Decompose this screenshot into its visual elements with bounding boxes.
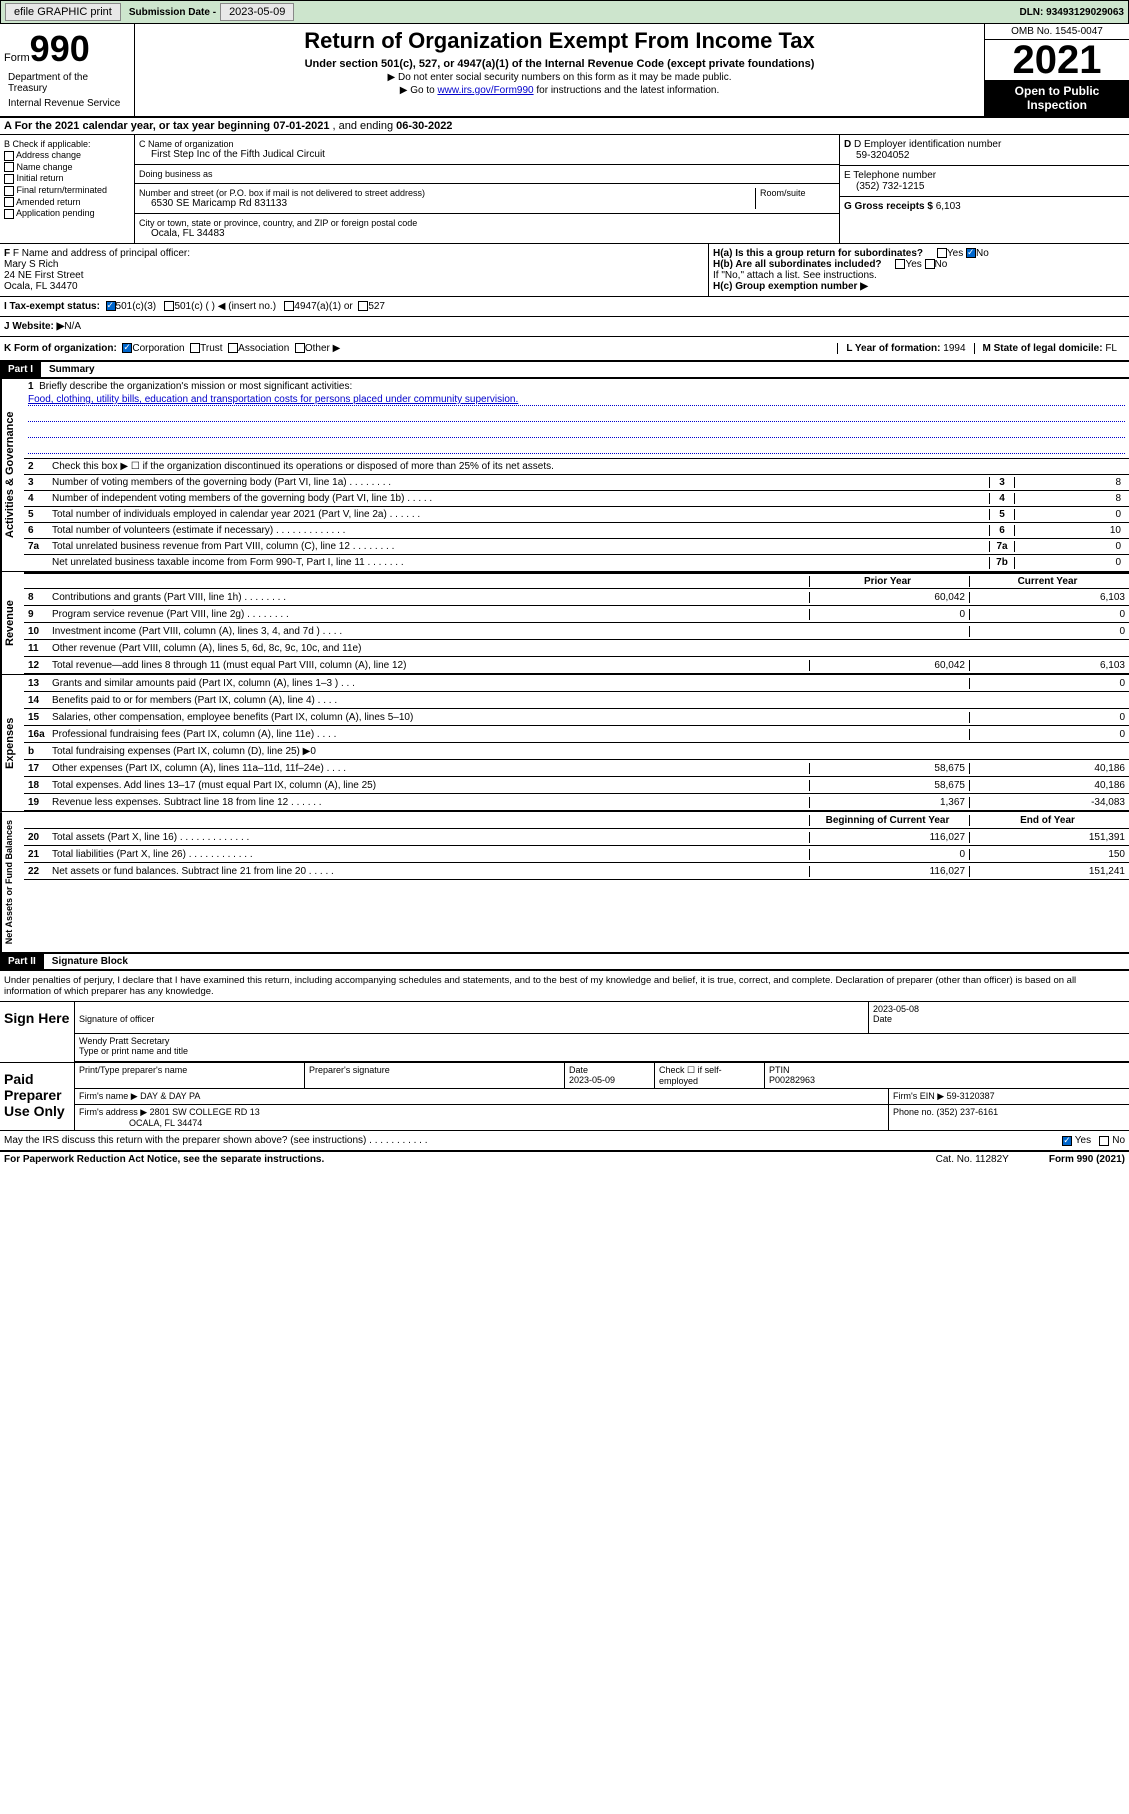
officer-name: Mary S Rich [4,259,704,270]
part1-title: Summary [41,362,103,377]
part1-header-row: Part I Summary [0,362,1129,379]
part1-badge: Part I [0,362,41,377]
firm-ein: 59-3120387 [947,1091,995,1101]
form-ref: Form 990 (2021) [1049,1154,1125,1165]
expense-row: 17Other expenses (Part IX, column (A), l… [24,760,1129,777]
perjury-declaration: Under penalties of perjury, I declare th… [0,971,1129,1002]
officer-addr1: 24 NE First Street [4,270,704,281]
open-public-badge: Open to Public Inspection [985,80,1129,116]
org-name-label: C Name of organization [139,139,835,149]
row-k-form-org: K Form of organization: Corporation Trus… [0,337,1129,362]
row-a-tax-year: A For the 2021 calendar year, or tax yea… [0,118,1129,135]
mission-text[interactable]: Food, clothing, utility bills, education… [28,394,518,405]
page-footer: For Paperwork Reduction Act Notice, see … [0,1152,1129,1167]
cat-number: Cat. No. 11282Y [936,1154,1009,1165]
form-title: Return of Organization Exempt From Incom… [139,28,980,54]
city-value: Ocala, FL 34483 [139,228,835,239]
tel-value: (352) 732-1215 [844,181,1125,192]
expense-row: 19Revenue less expenses. Subtract line 1… [24,794,1129,811]
paid-preparer-row: Paid Preparer Use Only Print/Type prepar… [0,1063,1129,1131]
expense-row: 18Total expenses. Add lines 13–17 (must … [24,777,1129,794]
addr-value: 6530 SE Maricamp Rd 831133 [139,198,755,209]
expense-row: 15Salaries, other compensation, employee… [24,709,1129,726]
part2-header-row: Part II Signature Block [0,954,1129,971]
paperwork-notice: For Paperwork Reduction Act Notice, see … [4,1154,324,1165]
ein-label: D D Employer identification number [844,139,1125,150]
netassets-label: Net Assets or Fund Balances [0,812,24,952]
row-i-exempt: I Tax-exempt status: 501(c)(3) 501(c) ( … [0,297,1129,317]
netassets-section: Net Assets or Fund Balances Beginning of… [0,812,1129,954]
form-header: Form990 Department of the Treasury Inter… [0,24,1129,118]
tax-year: 2021 [985,40,1129,80]
firm-addr1: 2801 SW COLLEGE RD 13 [150,1107,260,1117]
paid-preparer-label: Paid Preparer Use Only [0,1063,75,1130]
city-label: City or town, state or province, country… [139,218,835,228]
efile-topbar: efile GRAPHIC print Submission Date - 20… [0,0,1129,24]
expense-row: 16aProfessional fundraising fees (Part I… [24,726,1129,743]
revenue-section: Revenue Prior YearCurrent Year 8Contribu… [0,572,1129,675]
summary-row: 4Number of independent voting members of… [24,491,1129,507]
ssn-note: ▶ Do not enter social security numbers o… [139,72,980,83]
net-row: 21Total liabilities (Part X, line 26) . … [24,846,1129,863]
col-c-org-info: C Name of organization First Step Inc of… [135,135,839,243]
governance-section: Activities & Governance 1 Briefly descri… [0,379,1129,572]
dln-value: DLN: 93493129029063 [1019,7,1124,18]
sign-here-row: Sign Here Signature of officer 2023-05-0… [0,1002,1129,1063]
expenses-section: Expenses 13Grants and similar amounts pa… [0,675,1129,812]
revenue-row: 8Contributions and grants (Part VIII, li… [24,589,1129,606]
expense-row: bTotal fundraising expenses (Part IX, co… [24,743,1129,760]
summary-row: 7aTotal unrelated business revenue from … [24,539,1129,555]
sign-here-label: Sign Here [0,1002,75,1062]
revenue-row: 10Investment income (Part VIII, column (… [24,623,1129,640]
expense-row: 13Grants and similar amounts paid (Part … [24,675,1129,692]
irs-label: Internal Revenue Service [4,96,130,111]
section-bcde: B Check if applicable: Address change Na… [0,135,1129,244]
expense-row: 14Benefits paid to or for members (Part … [24,692,1129,709]
room-label: Room/suite [755,188,835,209]
dept-treasury: Department of the Treasury [4,70,130,96]
submission-date-button[interactable]: 2023-05-09 [220,3,294,21]
revenue-row: 12Total revenue—add lines 8 through 11 (… [24,657,1129,674]
part2-badge: Part II [0,954,44,969]
firm-addr2: OCALA, FL 34474 [129,1118,202,1128]
gross-value: 6,103 [936,201,961,212]
col-f-officer: F F Name and address of principal office… [0,244,709,296]
summary-row: 3Number of voting members of the governi… [24,475,1129,491]
officer-addr2: Ocala, FL 34470 [4,281,704,292]
org-name: First Step Inc of the Fifth Judical Circ… [139,149,835,160]
efile-print-button[interactable]: efile GRAPHIC print [5,3,121,21]
col-b-checkboxes: B Check if applicable: Address change Na… [0,135,135,243]
form-subtitle: Under section 501(c), 527, or 4947(a)(1)… [139,58,980,70]
tel-label: E Telephone number [844,170,1125,181]
dba-label: Doing business as [139,169,835,179]
summary-row: Net unrelated business taxable income fr… [24,555,1129,571]
revenue-label: Revenue [0,572,24,674]
gross-label: G Gross receipts $ [844,201,936,212]
submission-date-label: Submission Date - [129,7,216,18]
irs-link[interactable]: www.irs.gov/Form990 [437,85,533,96]
col-de: D D Employer identification number 59-32… [839,135,1129,243]
firm-name: DAY & DAY PA [140,1091,200,1101]
ein-value: 59-3204052 [844,150,1125,161]
section-fh: F F Name and address of principal office… [0,244,1129,297]
row-j-website: J Website: ▶ N/A [0,317,1129,337]
addr-label: Number and street (or P.O. box if mail i… [139,188,755,198]
expenses-label: Expenses [0,675,24,811]
goto-note: ▶ Go to www.irs.gov/Form990 for instruct… [139,85,980,96]
form-number: 990 [30,28,90,69]
part2-title: Signature Block [44,954,136,969]
governance-label: Activities & Governance [0,379,24,571]
revenue-row: 11Other revenue (Part VIII, column (A), … [24,640,1129,657]
summary-row: 6Total number of volunteers (estimate if… [24,523,1129,539]
col-h-group: H(a) Is this a group return for subordin… [709,244,1129,296]
form-label: Form [4,52,30,64]
net-row: 20Total assets (Part X, line 16) . . . .… [24,829,1129,846]
firm-phone: (352) 237-6161 [937,1107,999,1117]
summary-row: 5Total number of individuals employed in… [24,507,1129,523]
officer-signature-name: Wendy Pratt Secretary [79,1036,169,1046]
net-row: 22Net assets or fund balances. Subtract … [24,863,1129,880]
revenue-row: 9Program service revenue (Part VIII, lin… [24,606,1129,623]
discuss-row: May the IRS discuss this return with the… [0,1131,1129,1152]
